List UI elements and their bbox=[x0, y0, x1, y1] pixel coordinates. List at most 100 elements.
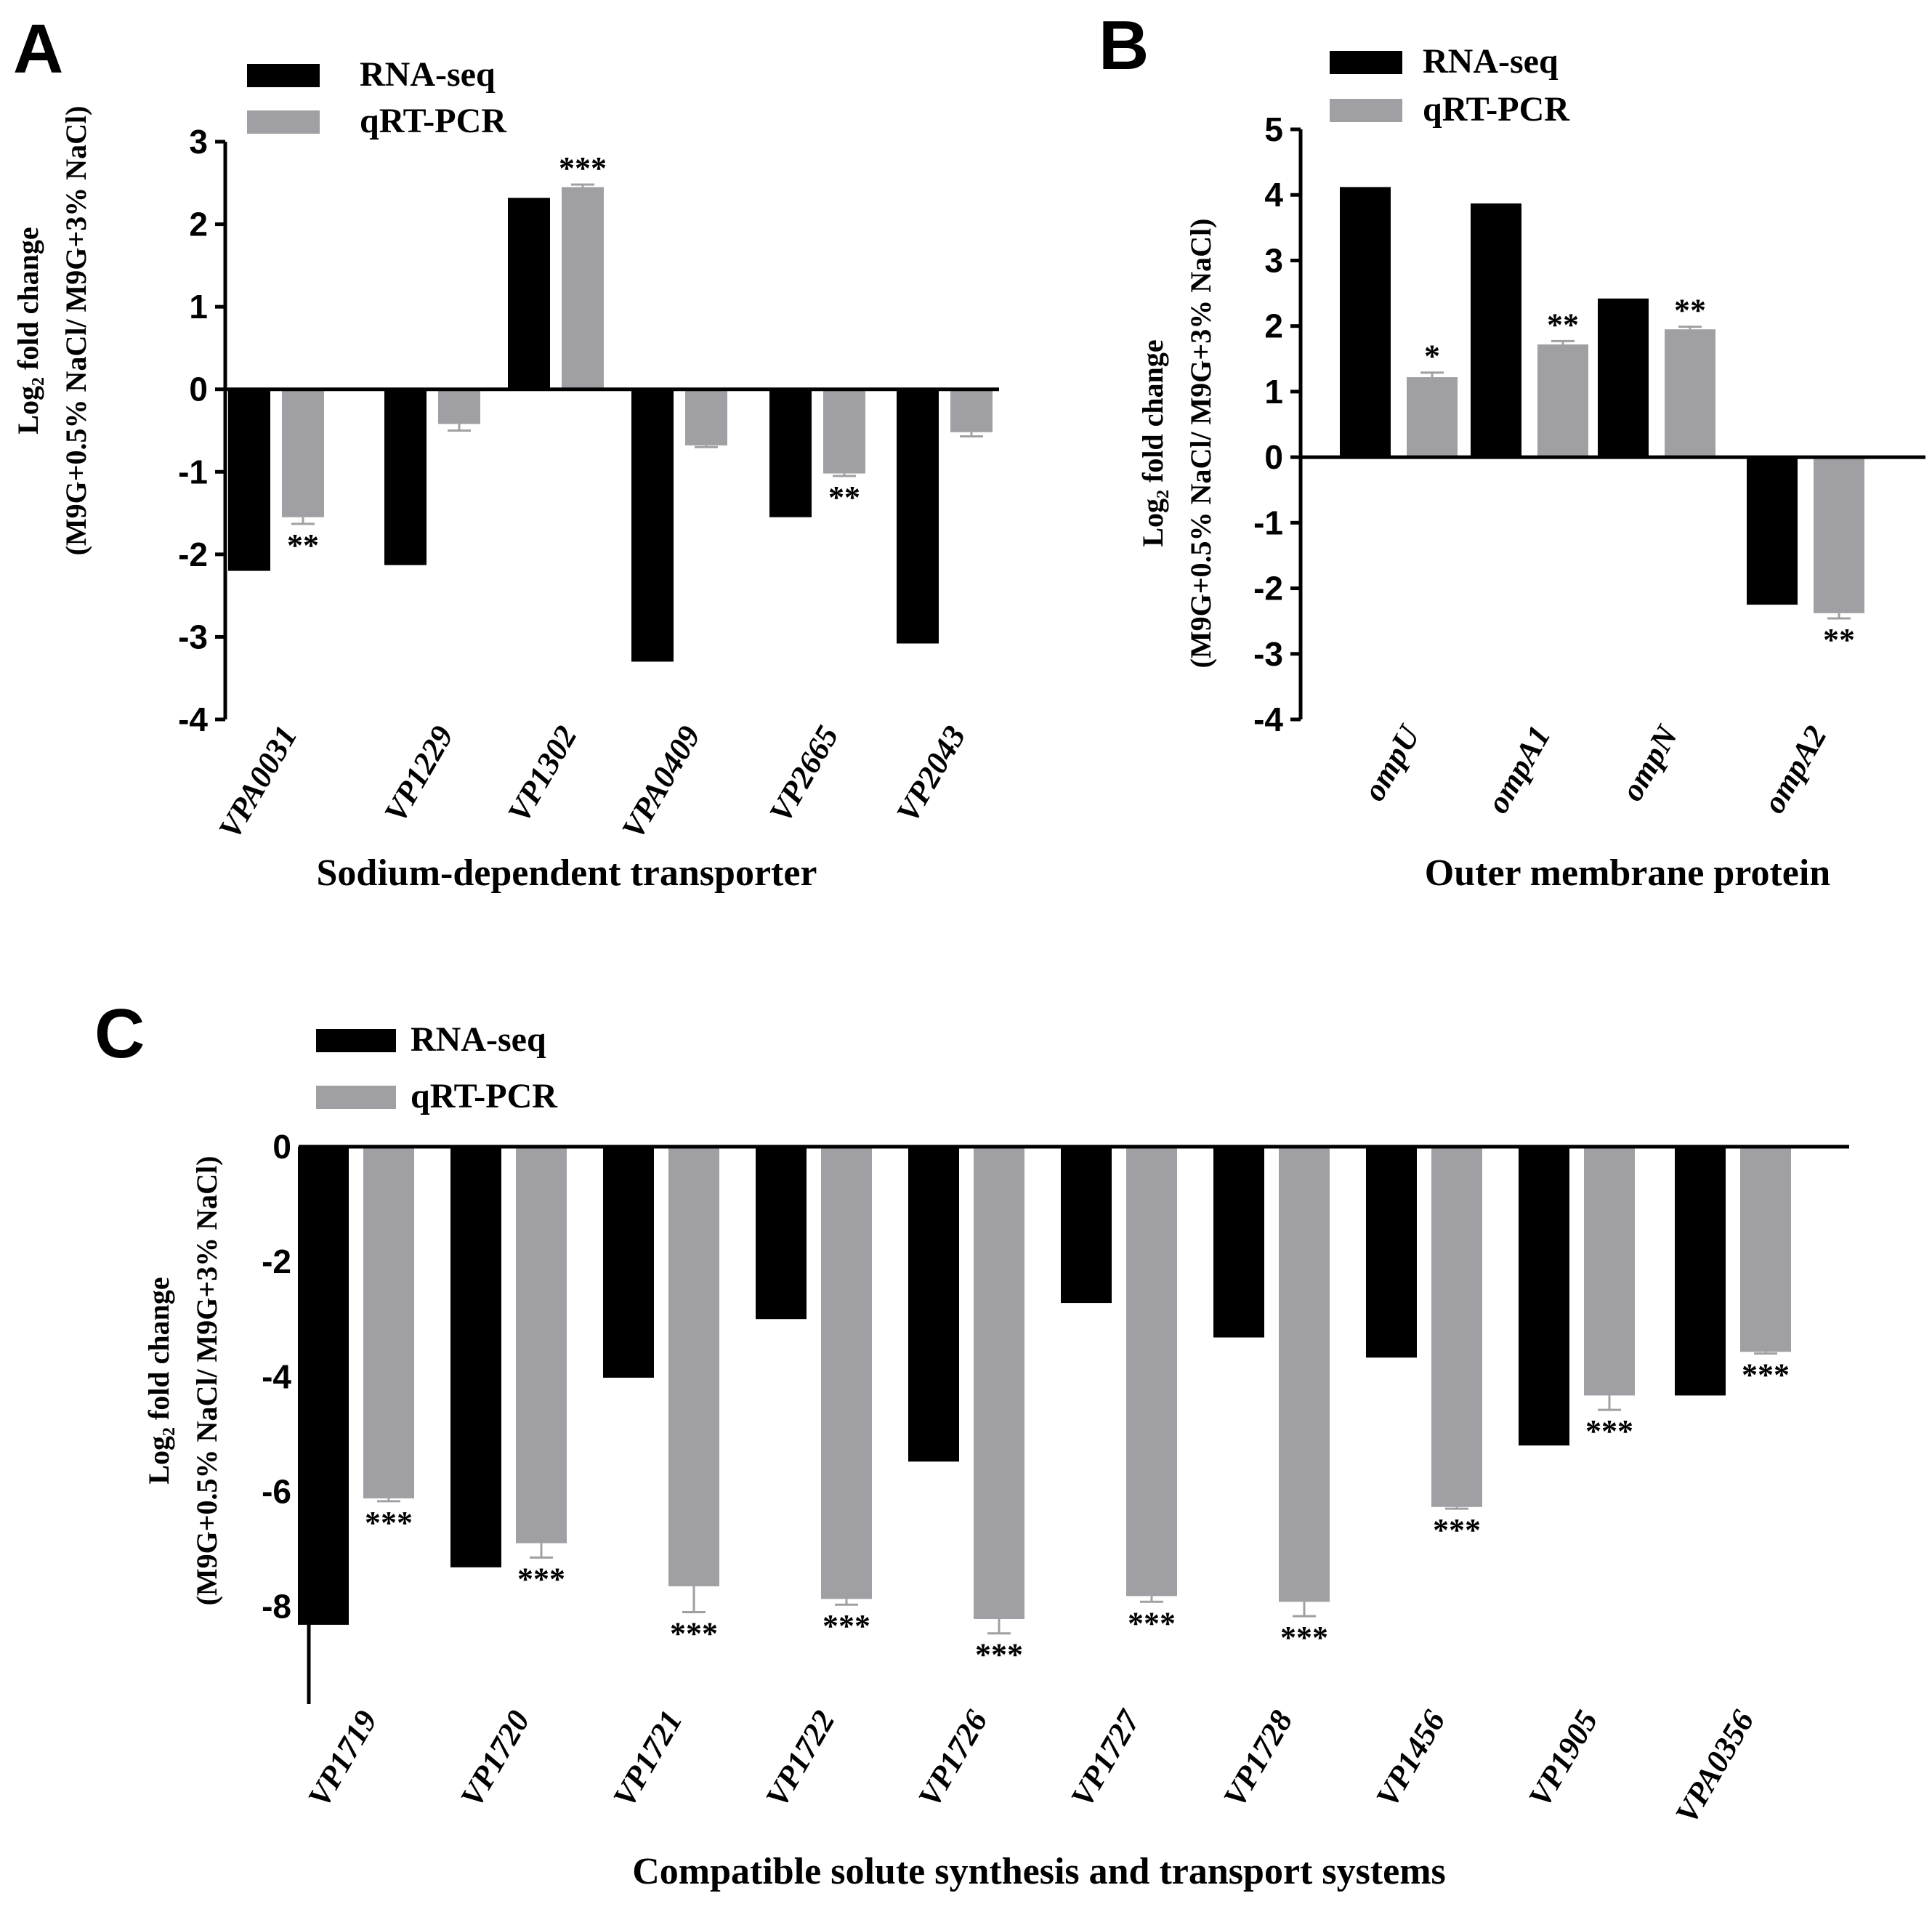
panel-a-bar-qrt-pcr-vp2665 bbox=[823, 389, 865, 474]
panel-b-significance-ompa2: ** bbox=[1823, 622, 1855, 658]
panel-a-bar-rna-seq-vpa0031 bbox=[228, 389, 270, 571]
panel-b-ytick-label-3: 3 bbox=[1264, 241, 1283, 279]
panel-c-bar-qrt-pcr-vp1720 bbox=[516, 1147, 567, 1543]
panel-a-plot: ** VPA0031 VP1229 *** VP1302 VPA0409 ** VP2665 V… bbox=[178, 123, 999, 844]
panel-a-bar-qrt-pcr-vp1302 bbox=[562, 187, 604, 390]
panel-c-significance-vpa0356: *** bbox=[1742, 1357, 1790, 1393]
panel-c-category-label-vp1727: VP1727 bbox=[1064, 1703, 1148, 1813]
panel-a-ytick-label-neg4: -4 bbox=[178, 701, 208, 738]
panel-b-legend-swatch-rna-seq bbox=[1330, 51, 1402, 74]
panel-b-significance-ompa1: ** bbox=[1547, 307, 1579, 342]
panel-b-ytick-label-neg2: -2 bbox=[1253, 570, 1283, 608]
panel-b-letter: B bbox=[1099, 7, 1149, 84]
panel-c-category-label-vp1722: VP1722 bbox=[759, 1705, 842, 1813]
panel-a-category-label-vpa0031: VPA0031 bbox=[211, 720, 304, 845]
panel-b-bar-rna-seq-ompu bbox=[1340, 187, 1391, 458]
panel-c-significance-vp1728: *** bbox=[1280, 1620, 1328, 1655]
panel-a-bar-rna-seq-vpa0409 bbox=[631, 389, 674, 662]
panel-b-legend-qrt-pcr: qRT-PCR bbox=[1423, 90, 1570, 129]
panel-c-ytick-label-0: 0 bbox=[272, 1128, 291, 1166]
panel-a-xlabel: Sodium-dependent transporter bbox=[316, 852, 817, 894]
panel-b-bar-qrt-pcr-ompa2 bbox=[1814, 457, 1864, 613]
panel-c-bar-rna-seq-vpa0356 bbox=[1675, 1147, 1726, 1396]
panel-a-category-label-vp1229: VP1229 bbox=[377, 720, 461, 828]
panel-b-category-label-ompa2: ompA2 bbox=[1755, 720, 1833, 820]
panel-b-ytick-label-0: 0 bbox=[1264, 438, 1283, 476]
panel-c-bar-rna-seq-vp1726 bbox=[908, 1147, 959, 1462]
panel-a-significance-vp1302: *** bbox=[559, 150, 607, 186]
panel-b-ytick-label-neg3: -3 bbox=[1253, 635, 1283, 673]
panel-c-bar-qrt-pcr-vp1726 bbox=[974, 1147, 1024, 1619]
panel-c-legend-swatch-rna-seq bbox=[316, 1029, 396, 1052]
panel-a-legend-qrt-pcr: qRT-PCR bbox=[360, 102, 507, 140]
panel-b-ytick-label-1: 1 bbox=[1264, 373, 1283, 411]
panel-c-legend-qrt-pcr: qRT-PCR bbox=[411, 1077, 558, 1115]
panel-b-bar-rna-seq-ompa2 bbox=[1747, 457, 1798, 605]
panel-c-significance-vp1905: *** bbox=[1585, 1413, 1633, 1449]
panel-c-bar-qrt-pcr-vp1722 bbox=[821, 1147, 872, 1599]
panel-b-legend-rna-seq: RNA-seq bbox=[1423, 42, 1559, 81]
panel-c-category-label-vp1905: VP1905 bbox=[1521, 1705, 1605, 1813]
panel-c-significance-vp1726: *** bbox=[975, 1637, 1023, 1673]
panel-c-xlabel: Compatible solute synthesis and transpor… bbox=[632, 1851, 1446, 1892]
panel-a-bar-qrt-pcr-vpa0031 bbox=[282, 389, 324, 517]
panel-c-bar-qrt-pcr-vp1721 bbox=[668, 1147, 719, 1586]
panel-c: C RNA-seq qRT-PCR Log₂ fold change (M9G+… bbox=[94, 995, 1446, 1892]
panel-c-letter: C bbox=[94, 995, 145, 1073]
panel-a-letter: A bbox=[13, 10, 63, 88]
panel-a-ytick-label-neg1: -1 bbox=[178, 453, 208, 491]
panel-c-significance-vp1719: *** bbox=[365, 1505, 413, 1541]
panel-b-ytick-label-neg4: -4 bbox=[1253, 701, 1283, 738]
panel-a-bar-qrt-pcr-vpa0409 bbox=[685, 389, 727, 445]
panel-c-significance-vp1722: *** bbox=[822, 1608, 870, 1644]
panel-c-bar-rna-seq-vp1727 bbox=[1061, 1147, 1112, 1304]
panel-c-bar-qrt-pcr-vp1727 bbox=[1126, 1147, 1177, 1597]
panel-a: A RNA-seq qRT-PCR Log₂ fold change (M9G+… bbox=[12, 10, 817, 894]
panel-a-ylabel: Log₂ fold change (M9G+0.5% NaCl/ M9G+3% … bbox=[12, 106, 92, 556]
panel-c-bar-rna-seq-vp1721 bbox=[603, 1147, 654, 1378]
panel-a-ytick-label-3: 3 bbox=[189, 123, 208, 161]
panel-b-ylabel-line1: Log₂ fold change bbox=[1136, 339, 1169, 546]
panel-c-significance-vp1720: *** bbox=[517, 1561, 565, 1597]
panel-c-bar-rna-seq-vp1722 bbox=[756, 1147, 807, 1320]
panel-c-bar-rna-seq-vp1456 bbox=[1366, 1147, 1417, 1358]
panel-b-category-label-ompa1: ompA1 bbox=[1479, 720, 1557, 820]
panel-c-category-label-vp1728: VP1728 bbox=[1216, 1705, 1300, 1813]
panel-c-ytick-label-neg4: -4 bbox=[262, 1357, 291, 1395]
panel-b-category-label-ompn: ompN bbox=[1614, 719, 1686, 807]
panel-c-bar-rna-seq-vp1719 bbox=[298, 1147, 349, 1625]
panel-b-bar-qrt-pcr-ompa1 bbox=[1537, 344, 1588, 458]
panel-a-legend-swatch-qrt-pcr bbox=[247, 110, 320, 134]
panel-a-legend-swatch-rna-seq bbox=[247, 64, 320, 87]
panel-b: B RNA-seq qRT-PCR Log₂ fold change (M9G+… bbox=[1099, 7, 1830, 894]
panel-b-ylabel-line2: (M9G+0.5% NaCl/ M9G+3% NaCl) bbox=[1184, 219, 1217, 669]
panel-c-bar-qrt-pcr-vp1719 bbox=[363, 1147, 414, 1498]
panel-b-bar-qrt-pcr-ompn bbox=[1665, 329, 1715, 458]
panel-b-bar-rna-seq-ompa1 bbox=[1471, 203, 1521, 458]
panel-a-ylabel-line1: Log₂ fold change bbox=[12, 227, 44, 434]
panel-a-category-label-vp1302: VP1302 bbox=[501, 720, 584, 828]
panel-c-bar-qrt-pcr-vp1905 bbox=[1584, 1147, 1635, 1396]
panel-c-bar-qrt-pcr-vp1456 bbox=[1431, 1147, 1482, 1507]
panel-c-bar-qrt-pcr-vpa0356 bbox=[1740, 1147, 1791, 1352]
panel-c-ytick-label-neg2: -2 bbox=[262, 1243, 291, 1280]
panel-c-bar-qrt-pcr-vp1728 bbox=[1279, 1147, 1330, 1602]
panel-a-ylabel-line2: (M9G+0.5% NaCl/ M9G+3% NaCl) bbox=[60, 106, 92, 556]
panel-c-bar-rna-seq-vp1905 bbox=[1519, 1147, 1569, 1446]
panel-c-category-label-vp1719: VP1719 bbox=[301, 1705, 384, 1813]
panel-a-ytick-label-0: 0 bbox=[189, 371, 208, 408]
panel-b-ylabel: Log₂ fold change (M9G+0.5% NaCl/ M9G+3% … bbox=[1136, 219, 1217, 669]
panel-c-ylabel-line2: (M9G+0.5% NaCl/ M9G+3% NaCl) bbox=[190, 1156, 223, 1606]
panel-c-bar-rna-seq-vp1728 bbox=[1213, 1147, 1264, 1338]
panel-a-bar-qrt-pcr-vp1229 bbox=[438, 389, 480, 424]
panel-c-legend-rna-seq: RNA-seq bbox=[411, 1020, 546, 1059]
panel-c-category-label-vp1456: VP1456 bbox=[1369, 1705, 1452, 1813]
panel-b-category-label-ompu: ompU bbox=[1356, 719, 1428, 807]
panel-c-category-label-vp1726: VP1726 bbox=[911, 1705, 995, 1813]
panel-c-significance-vp1456: *** bbox=[1433, 1512, 1481, 1548]
panel-b-xlabel: Outer membrane protein bbox=[1425, 852, 1831, 894]
panel-a-bar-rna-seq-vp1302 bbox=[508, 198, 550, 390]
panel-c-ylabel: Log₂ fold change (M9G+0.5% NaCl/ M9G+3% … bbox=[142, 1156, 223, 1606]
panel-c-legend-swatch-qrt-pcr bbox=[316, 1086, 396, 1109]
